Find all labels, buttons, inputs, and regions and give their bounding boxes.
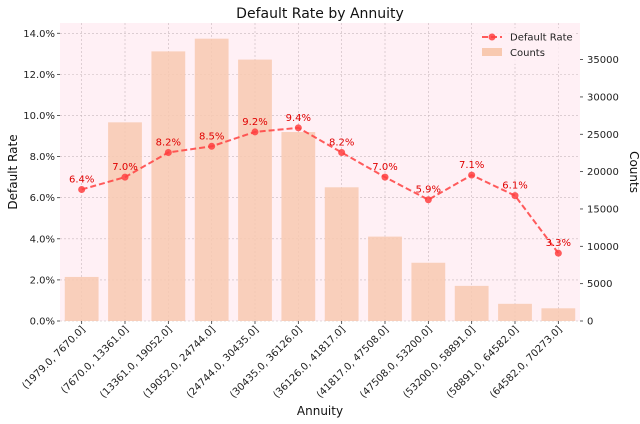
data-label: 7.1% [459, 160, 484, 171]
data-label: 8.2% [329, 137, 354, 148]
legend-default-rate-label: Default Rate [510, 33, 573, 44]
count-bar [324, 187, 359, 321]
x-tick-label: (41817.0, 47508.0] [315, 324, 391, 400]
legend: Default Rate Counts [476, 28, 576, 64]
count-bar [541, 308, 576, 321]
data-label: 5.9% [416, 185, 441, 196]
legend-counts-swatch [482, 48, 502, 56]
x-tick-label: (53200.0, 58891.0] [402, 324, 478, 400]
default-rate-point [424, 196, 432, 204]
default-rate-point [251, 128, 259, 136]
x-tick-label: (47508.0, 53200.0] [358, 324, 434, 400]
data-labels: 6.4% 7.0% 8.2% 8.5% 9.2% 9.4% 8.2% 7.0% 5.9% 7.1%… [69, 113, 571, 249]
legend-default-rate-marker [488, 33, 496, 41]
y-left-tick-label: 4.0% [30, 234, 55, 245]
y-right-tick-label: 5000 [587, 279, 612, 290]
default-rate-point [511, 192, 519, 200]
y-right-tick-label: 15000 [587, 204, 619, 215]
y-right-tick-label: 0 [587, 317, 593, 328]
default-rate-point [208, 142, 216, 150]
default-rate-point [338, 148, 346, 156]
x-tick-label: (64582.0, 70273.0] [488, 324, 564, 400]
y-right-tick-label: 35000 [587, 55, 619, 66]
default-rate-point [468, 171, 476, 179]
data-label: 9.4% [286, 113, 311, 124]
x-tick-label: (19052.0, 24744.0] [142, 324, 218, 400]
x-tick-label: (36126.0, 41817.0] [272, 324, 348, 400]
default-rate-point [164, 148, 172, 156]
y-right-tick-label: 30000 [587, 92, 619, 103]
y-left-tick-label: 6.0% [30, 193, 55, 204]
default-rate-point [294, 124, 302, 132]
data-label: 7.0% [112, 162, 137, 173]
x-tick-label: (58891.0, 64582.0] [445, 324, 521, 400]
data-label: 6.4% [69, 174, 94, 185]
x-tick-label: (13361.0, 19052.0] [98, 324, 174, 400]
data-label: 9.2% [242, 117, 267, 128]
count-bar [151, 51, 186, 321]
y-right-tick-label: 20000 [587, 167, 619, 178]
data-label: 8.2% [156, 137, 181, 148]
y-left-tick-label: 8.0% [30, 152, 55, 163]
default-rate-point [554, 249, 562, 257]
count-bar [281, 132, 316, 321]
plot-area [60, 23, 580, 321]
chart-title: Default Rate by Annuity [236, 6, 404, 22]
data-label: 7.0% [372, 162, 397, 173]
count-bar [108, 122, 142, 321]
y-axis-right-title: Counts [627, 151, 640, 193]
default-rate-point [78, 185, 86, 193]
x-axis-title: Annuity [297, 404, 343, 418]
y-right-tick-label: 10000 [587, 242, 619, 253]
counts-bars [64, 38, 576, 322]
y-left-tick-label: 2.0% [30, 275, 55, 286]
default-rate-point [121, 173, 129, 181]
default-rate-line [81, 126, 560, 254]
data-label: 3.3% [546, 238, 571, 249]
legend-counts-label: Counts [510, 48, 545, 59]
count-bar [411, 262, 446, 321]
y-right-tick-label: 25000 [587, 130, 619, 141]
data-label: 8.5% [199, 131, 224, 142]
default-rate-line-layer [78, 124, 562, 257]
data-label: 6.1% [502, 181, 527, 192]
y-left-tick-label: 12.0% [23, 70, 55, 81]
count-bar [498, 303, 532, 321]
count-bar [64, 276, 99, 321]
default-rate-point [381, 173, 389, 181]
count-bar [194, 38, 229, 322]
y-left-tick-label: 14.0% [23, 29, 55, 40]
y-axis-left-title: Default Rate [6, 134, 20, 209]
count-bar [454, 285, 489, 321]
x-tick-label: (24744.0, 30435.0] [185, 324, 261, 400]
x-tick-label: (30435.0, 36126.0] [228, 324, 304, 400]
y-left-tick-label: 10.0% [23, 111, 55, 122]
y-left-tick-label: 0.0% [30, 317, 55, 328]
count-bar [238, 59, 272, 321]
count-bar [368, 236, 402, 321]
